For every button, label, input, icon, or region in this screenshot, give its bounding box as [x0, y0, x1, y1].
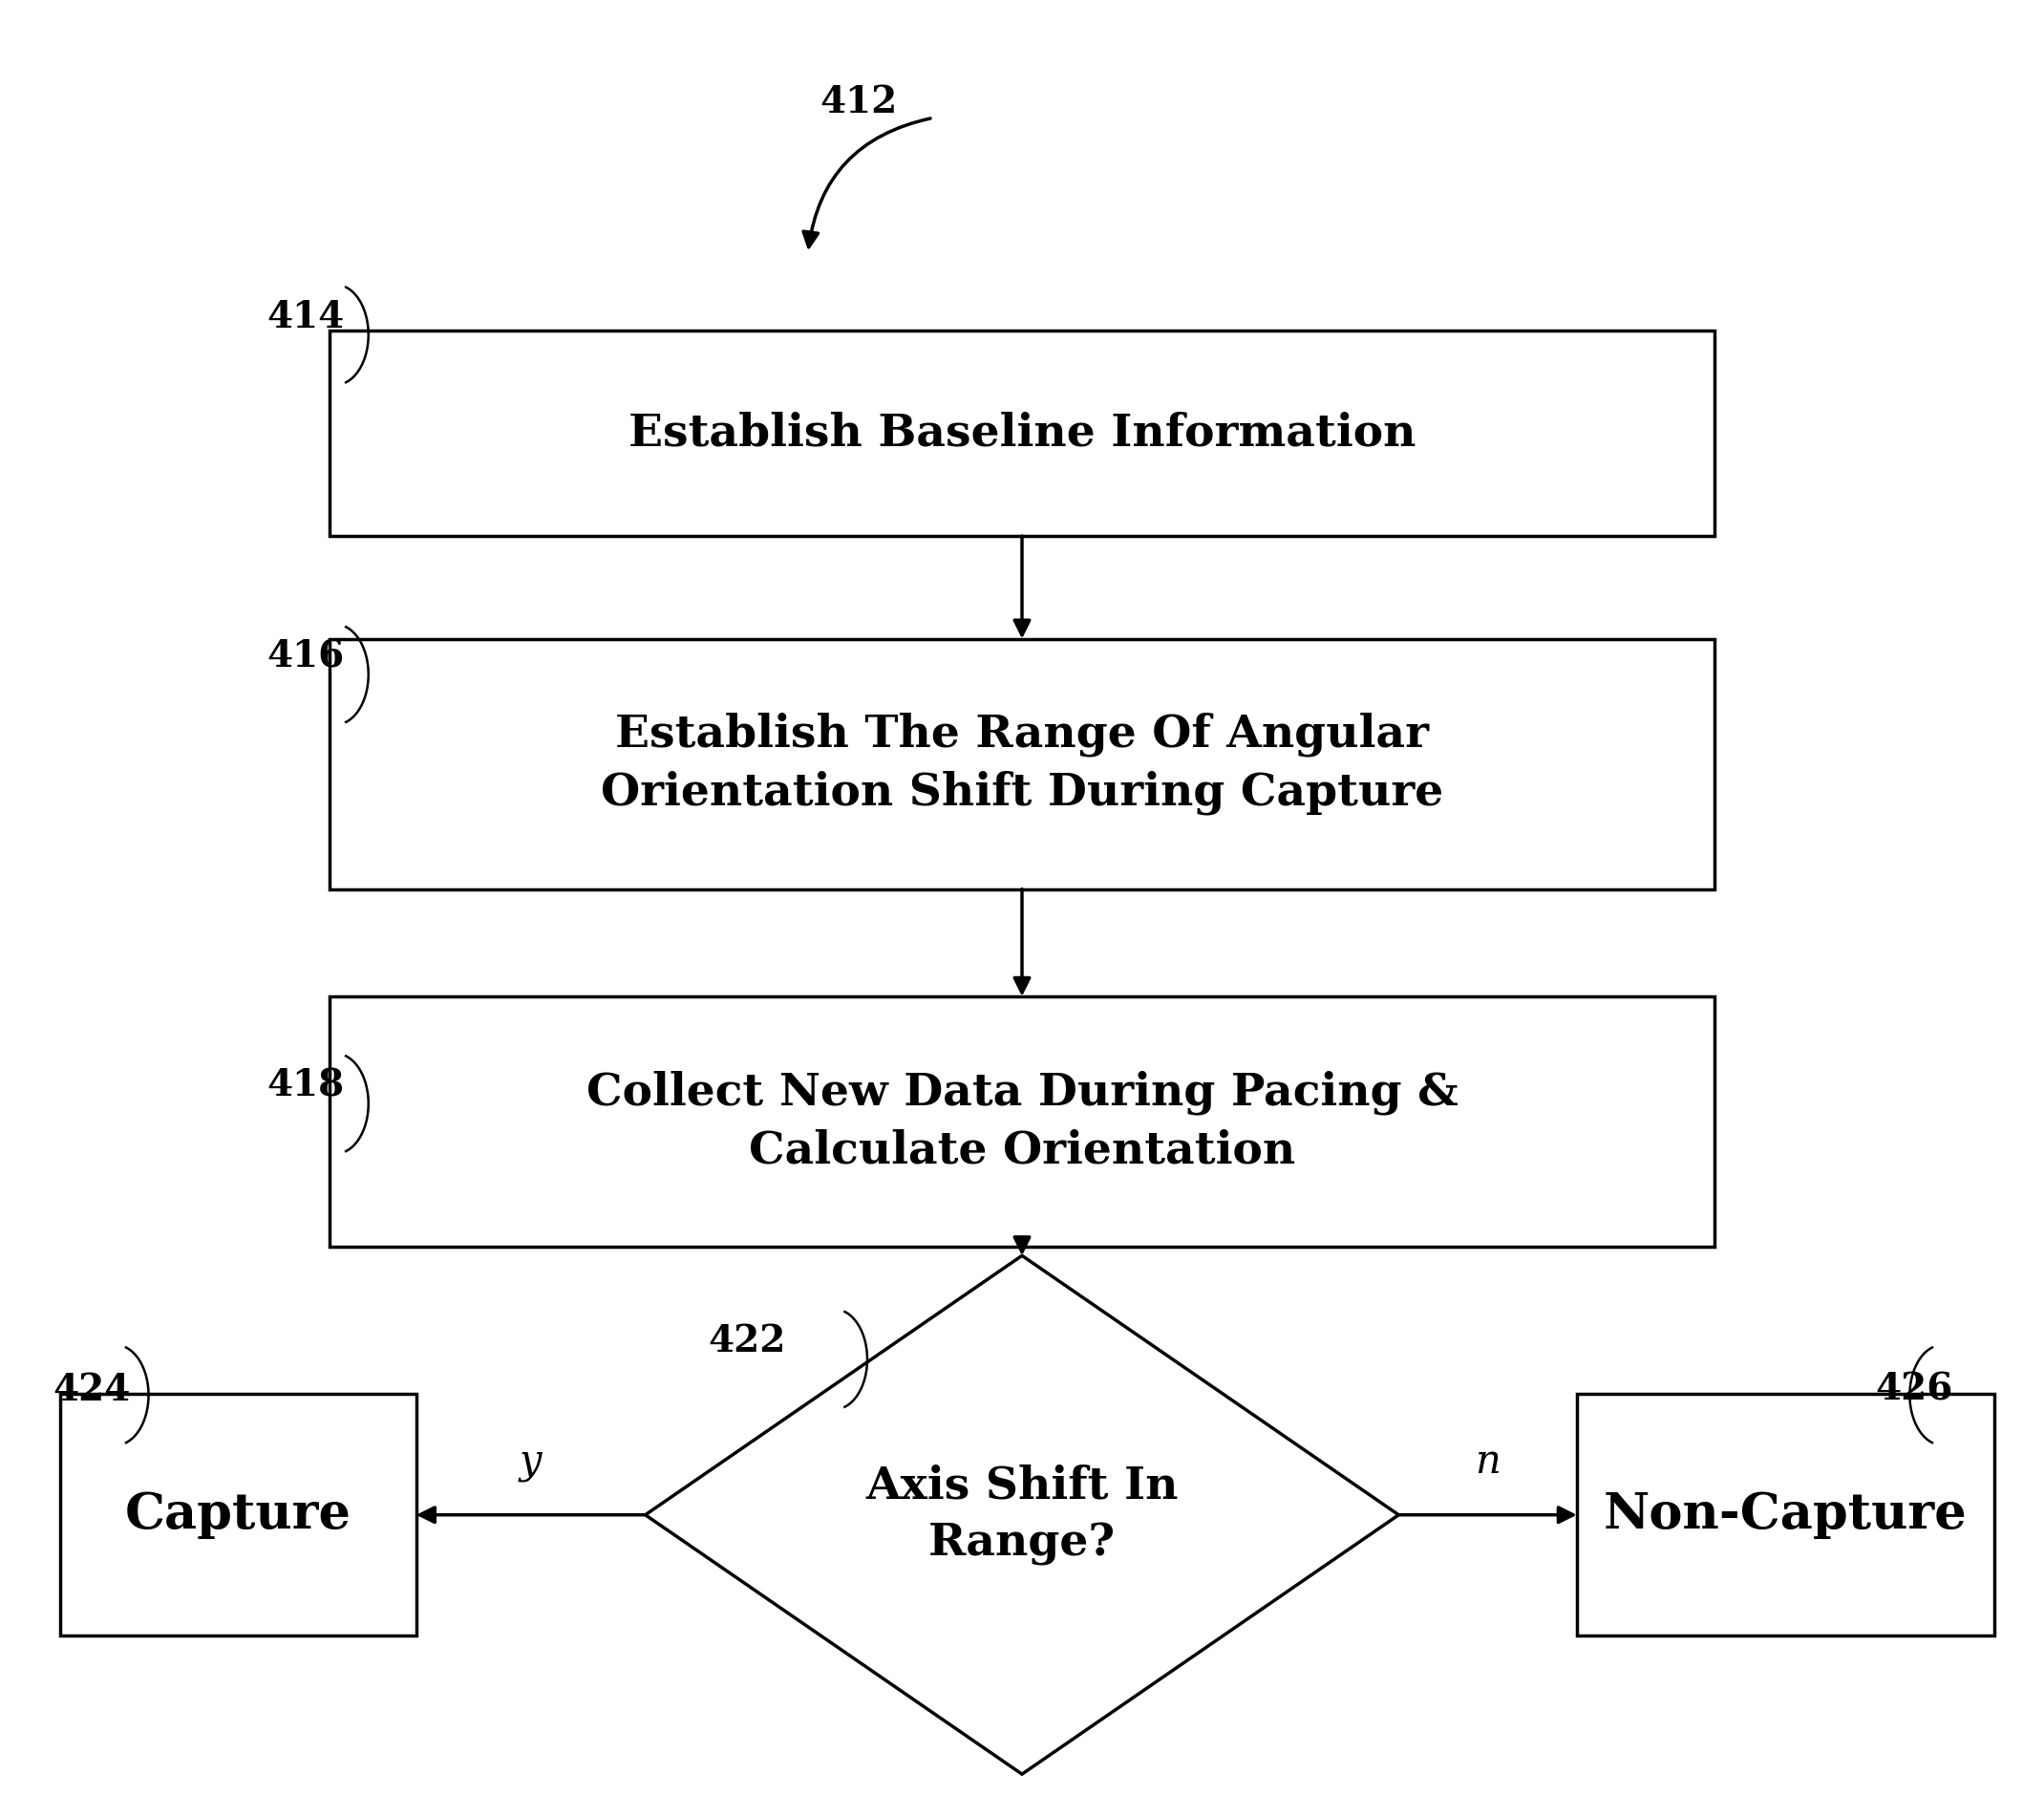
Text: n: n	[1476, 1440, 1500, 1482]
Text: 418: 418	[266, 1067, 343, 1105]
Text: 416: 416	[266, 638, 343, 675]
Bar	[59, 1394, 417, 1636]
Text: 414: 414	[266, 298, 343, 336]
Text: Capture: Capture	[125, 1491, 352, 1539]
Text: Establish Baseline Information: Establish Baseline Information	[628, 411, 1416, 454]
Bar	[329, 330, 1715, 535]
Bar	[1576, 1394, 1995, 1636]
Bar	[329, 639, 1715, 889]
Polygon shape	[646, 1255, 1398, 1774]
Text: 424: 424	[53, 1372, 131, 1408]
FancyArrowPatch shape	[803, 119, 930, 248]
Text: Collect New Data During Pacing &
Calculate Orientation: Collect New Data During Pacing & Calcula…	[587, 1070, 1457, 1173]
Text: Non-Capture: Non-Capture	[1605, 1491, 1966, 1539]
Text: y: y	[519, 1440, 542, 1482]
Text: 422: 422	[709, 1324, 787, 1360]
Text: Axis Shift In
Range?: Axis Shift In Range?	[865, 1464, 1179, 1566]
Text: 426: 426	[1874, 1372, 1952, 1408]
Text: 412: 412	[820, 84, 897, 120]
Text: Establish The Range Of Angular
Orientation Shift During Capture: Establish The Range Of Angular Orientati…	[601, 713, 1443, 815]
Bar	[329, 997, 1715, 1246]
